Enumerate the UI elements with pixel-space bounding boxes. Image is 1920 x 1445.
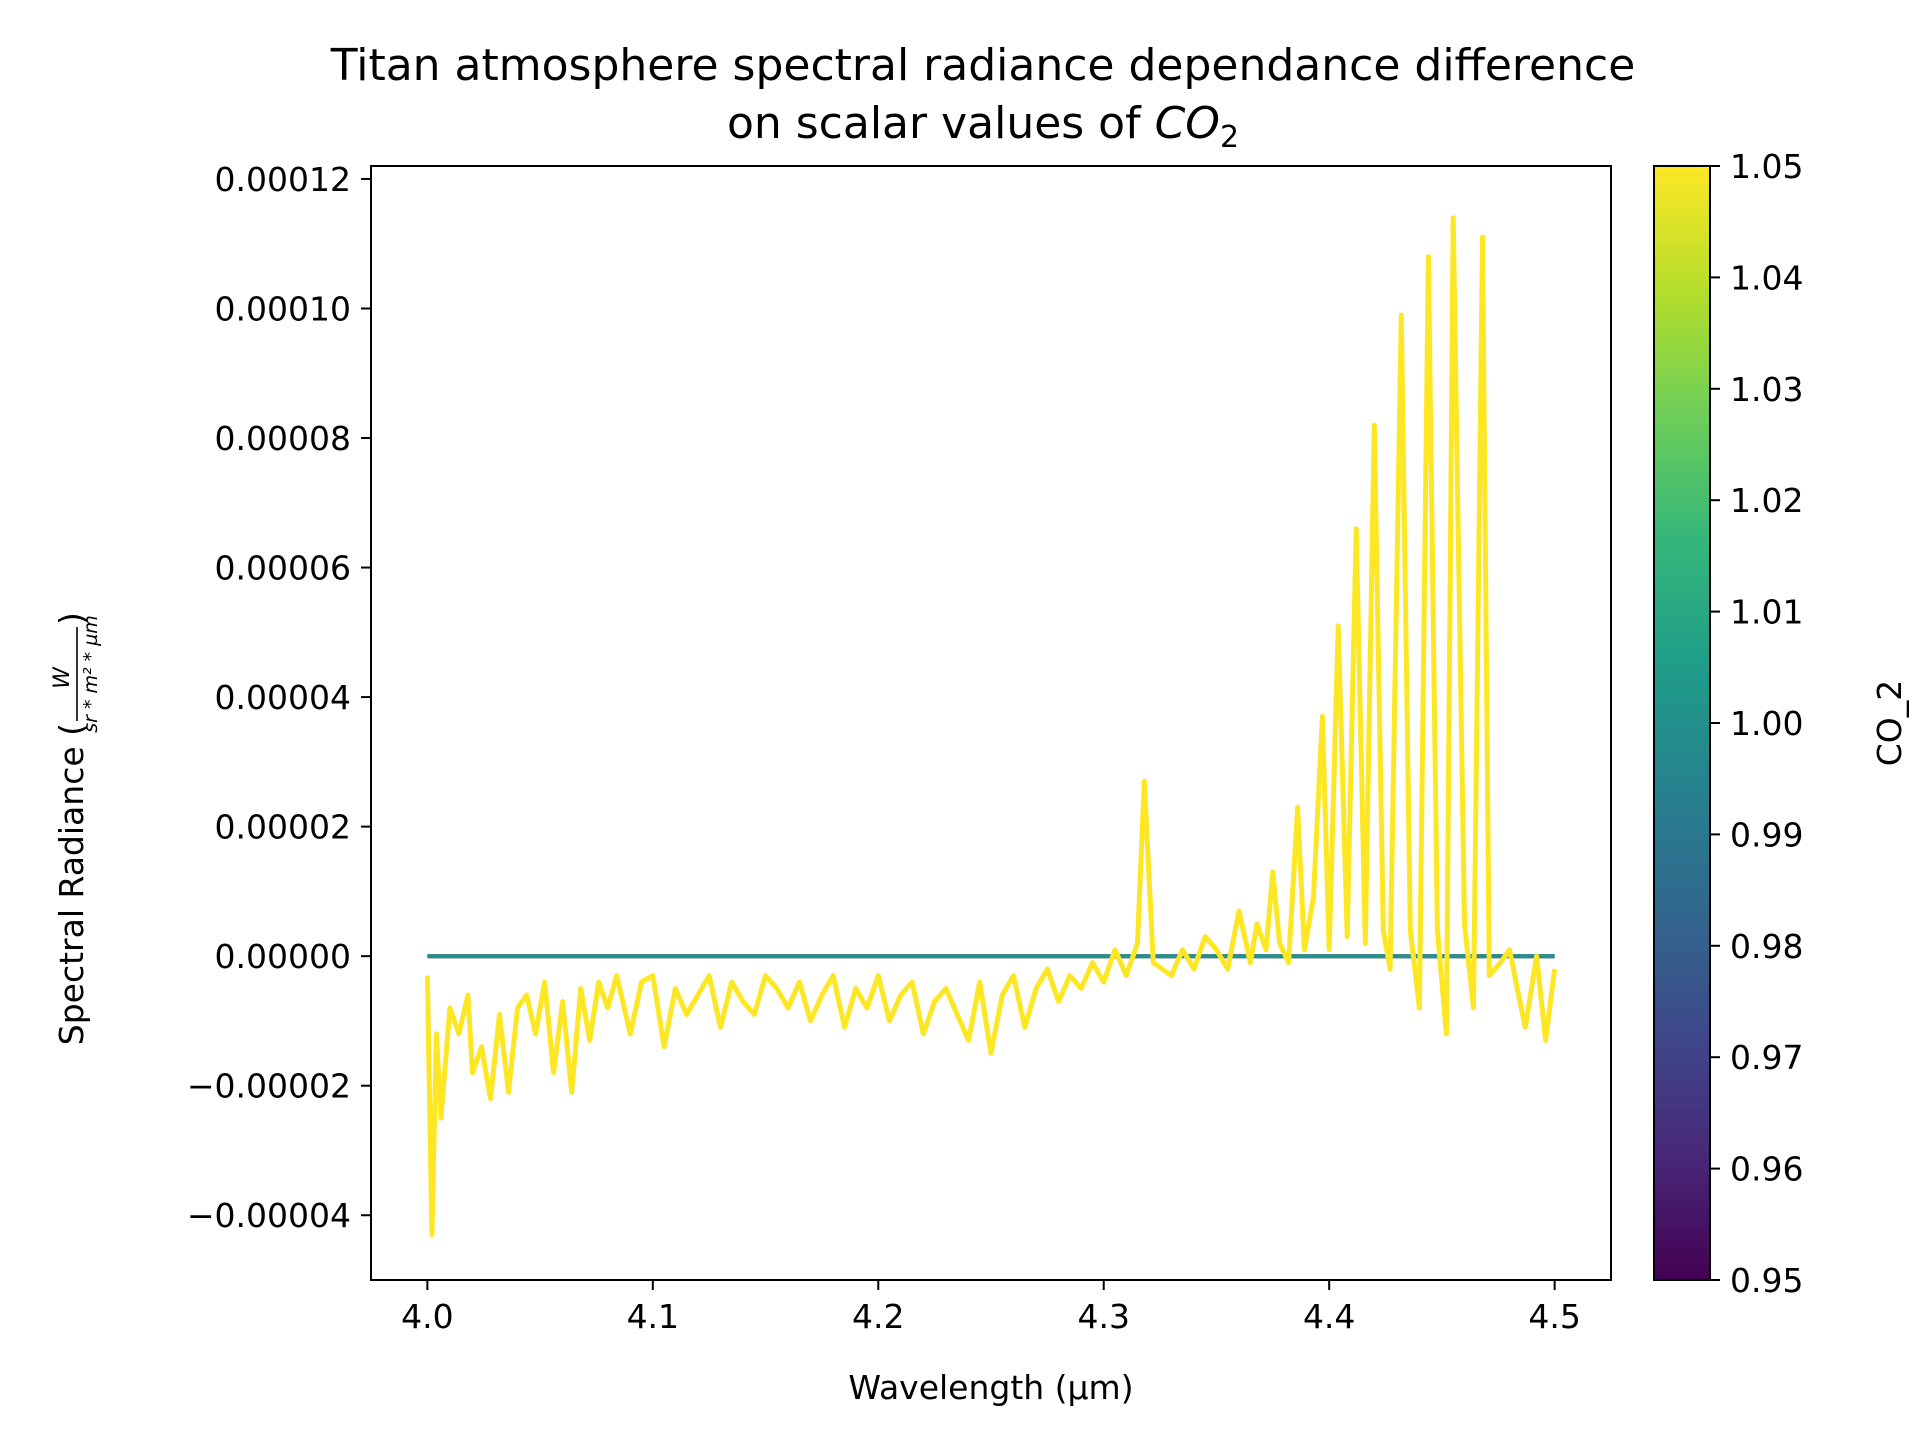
colorbar-tick-label: 0.98 <box>1730 927 1803 966</box>
colorbar-tick-label: 0.97 <box>1730 1038 1803 1077</box>
x-axis-label: Wavelength (µm) <box>848 1368 1133 1407</box>
colorbar-tick-label: 0.99 <box>1730 815 1803 854</box>
x-tick-label: 4.4 <box>1303 1297 1355 1336</box>
chart-title-line1: Titan atmosphere spectral radiance depen… <box>330 40 1636 91</box>
chart-title-math-sub: 2 <box>1220 120 1239 155</box>
y-tick-label: 0.00002 <box>215 808 351 847</box>
x-tick-label: 4.0 <box>401 1297 453 1336</box>
y-axis-label: Spectral Radiance ( W sr * m² * µm ) <box>50 612 102 1045</box>
colorbar-tick-label: 1.02 <box>1730 481 1803 520</box>
chart-title-line2: on scalar values of CO2 <box>727 98 1239 155</box>
plot-frame <box>370 165 1612 1281</box>
x-tick-label: 4.5 <box>1528 1297 1580 1336</box>
colorbar <box>1653 165 1711 1281</box>
y-tick-label: 0.00012 <box>215 160 351 199</box>
y-tick-label: −0.00002 <box>187 1067 351 1106</box>
y-axis-label-prefix: Spectral Radiance ( <box>52 723 91 1045</box>
y-tick-label: 0.00006 <box>215 549 351 588</box>
series-layer <box>424 215 1558 1238</box>
plot-area <box>424 215 1558 1238</box>
colorbar-tick-label: 0.95 <box>1730 1261 1803 1300</box>
colorbar-tick-label: 1.01 <box>1730 593 1803 632</box>
colorbar-tick-label: 1.05 <box>1730 147 1803 186</box>
colorbar-label: CO_2 <box>1870 680 1909 767</box>
colorbar-tick-label: 1.04 <box>1730 258 1803 297</box>
x-tick-label: 4.2 <box>852 1297 904 1336</box>
y-tick-label: −0.00004 <box>187 1196 351 1235</box>
chart-title-prefix: on scalar values of <box>727 98 1155 149</box>
colorbar-tick-label: 1.00 <box>1730 704 1803 743</box>
colorbar-tick-label: 1.03 <box>1730 370 1803 409</box>
chart-title-math: CO <box>1155 98 1220 149</box>
colorbar-ticks: 0.95 0.96 0.97 0.98 0.99 1.00 1.01 1.02 1.03 1.04… <box>1710 147 1803 1300</box>
x-axis: 4.0 4.1 4.2 4.3 4.4 4.5 <box>401 1280 1581 1336</box>
y-axis-label-numerator: W <box>50 666 75 689</box>
x-tick-label: 4.3 <box>1077 1297 1129 1336</box>
y-axis-label-denominator: sr * m² * µm <box>80 615 102 733</box>
y-tick-label: 0.00004 <box>215 678 351 717</box>
x-tick-label: 4.1 <box>627 1297 679 1336</box>
series-line-1.05 <box>424 215 1558 1238</box>
colorbar-tick-label: 0.96 <box>1730 1150 1803 1189</box>
y-tick-label: 0.00010 <box>215 289 351 328</box>
y-axis: −0.00004 −0.00002 0.00000 0.00002 0.00004 0.0… <box>187 160 371 1235</box>
y-axis-label-suffix: ) <box>52 612 91 625</box>
y-tick-label: 0.00000 <box>215 937 351 976</box>
y-tick-label: 0.00008 <box>215 419 351 458</box>
